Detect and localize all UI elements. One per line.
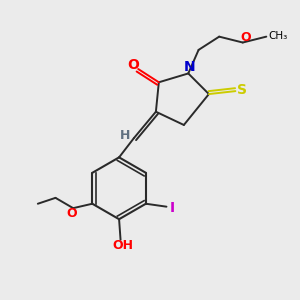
Text: I: I bbox=[170, 201, 175, 215]
Text: O: O bbox=[127, 58, 139, 73]
Text: CH₃: CH₃ bbox=[269, 31, 288, 41]
Text: O: O bbox=[240, 31, 251, 44]
Text: OH: OH bbox=[112, 239, 134, 252]
Text: H: H bbox=[120, 129, 131, 142]
Text: S: S bbox=[237, 82, 247, 97]
Text: N: N bbox=[184, 60, 196, 74]
Text: O: O bbox=[66, 207, 77, 220]
